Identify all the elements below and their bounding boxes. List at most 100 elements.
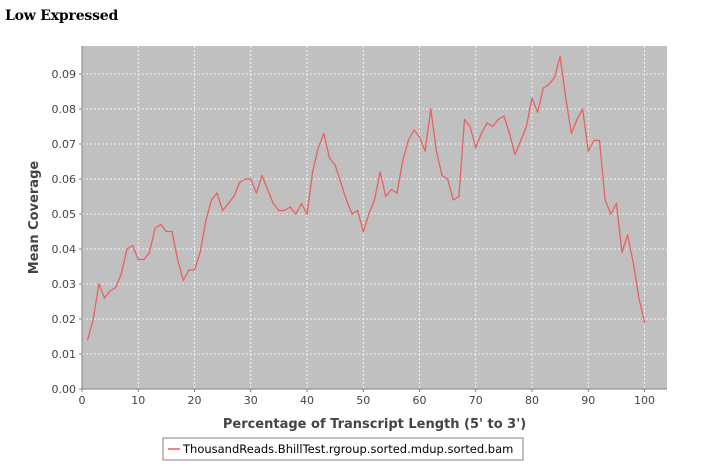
data-point [154,227,156,229]
data-point [238,181,241,184]
data-point [632,262,634,264]
data-point [475,146,477,149]
data-point [233,195,235,198]
data-point [306,213,308,215]
data-point [148,251,151,254]
y-tick-label: 0.02 [52,313,77,326]
x-tick-label: 20 [188,394,202,407]
data-point [340,181,342,184]
data-point [267,188,269,191]
data-point [188,269,190,271]
data-point [531,97,533,100]
data-point [508,132,511,135]
y-tick-label: 0.04 [52,243,77,256]
data-point [300,202,302,205]
data-point [312,171,314,173]
data-point [469,125,471,128]
data-point [323,132,325,135]
data-point [537,111,539,114]
x-tick-label: 60 [413,394,427,407]
y-tick-label: 0.03 [52,278,77,291]
data-point [362,230,364,233]
data-point [227,202,229,205]
data-point [385,195,387,198]
x-tick-label: 80 [525,394,539,407]
data-point [373,199,376,201]
data-point [525,125,528,128]
data-point [171,230,173,233]
data-point [182,279,184,282]
data-point [520,139,522,142]
x-tick-label: 90 [581,394,595,407]
data-point [598,139,601,142]
data-point [109,290,111,292]
data-point [435,150,437,152]
data-point [87,339,89,341]
data-point [559,55,561,58]
y-axis-title: Mean Coverage [27,161,42,275]
data-point [334,164,336,166]
data-point [317,146,319,149]
data-point [430,108,432,110]
data-point [120,272,122,275]
data-point [497,118,499,121]
data-point [261,174,263,177]
data-point [103,297,106,299]
data-point [418,136,421,138]
series-line [86,55,646,341]
data-point [542,87,544,89]
data-point [244,178,246,180]
x-tick-label: 50 [356,394,370,407]
data-point [615,202,618,205]
x-tick-label: 70 [469,394,483,407]
data-point [132,244,134,247]
data-point [177,258,179,261]
data-point [480,132,482,135]
data-point [205,220,207,222]
x-tick-label: 30 [244,394,258,407]
data-point [643,321,646,324]
x-tick-label: 10 [131,394,145,407]
axes: 0.00 0.01 0.02 0.03 0.04 0.05 0.06 0.07 0.08 0.09… [52,46,667,407]
data-point [115,286,117,289]
data-point [165,230,167,233]
plot-area [82,46,667,389]
data-point [565,97,567,100]
legend: ThousandReads.BhillTest.rgroup.sorted.md… [162,437,524,461]
data-point [126,248,128,250]
data-point [604,199,606,201]
data-point [210,199,212,201]
legend-label: ThousandReads.BhillTest.rgroup.sorted.md… [182,442,513,456]
data-point [447,178,449,180]
data-point [396,192,398,194]
data-point [98,283,100,285]
data-point [593,139,595,142]
grid [82,46,667,389]
data-point [357,209,359,212]
data-point [503,115,505,117]
x-tick-label: 0 [79,394,86,407]
data-point [582,108,584,110]
data-point [570,132,573,135]
y-tick-label: 0.08 [52,103,77,116]
data-point [463,118,466,121]
data-point [143,258,145,261]
data-point [548,83,550,86]
data-point [627,234,629,236]
data-point [458,195,460,198]
data-point [553,76,556,79]
data-point [199,251,201,254]
data-point [424,150,426,152]
y-tick-label: 0.05 [52,208,77,221]
data-point [486,122,488,124]
data-point [160,223,162,226]
data-point [621,251,623,254]
data-point [390,188,392,191]
y-tick-label: 0.01 [52,348,77,361]
data-point [402,160,404,163]
data-point [222,209,224,212]
data-point [576,118,578,121]
data-point [137,258,139,261]
data-point [368,213,370,215]
